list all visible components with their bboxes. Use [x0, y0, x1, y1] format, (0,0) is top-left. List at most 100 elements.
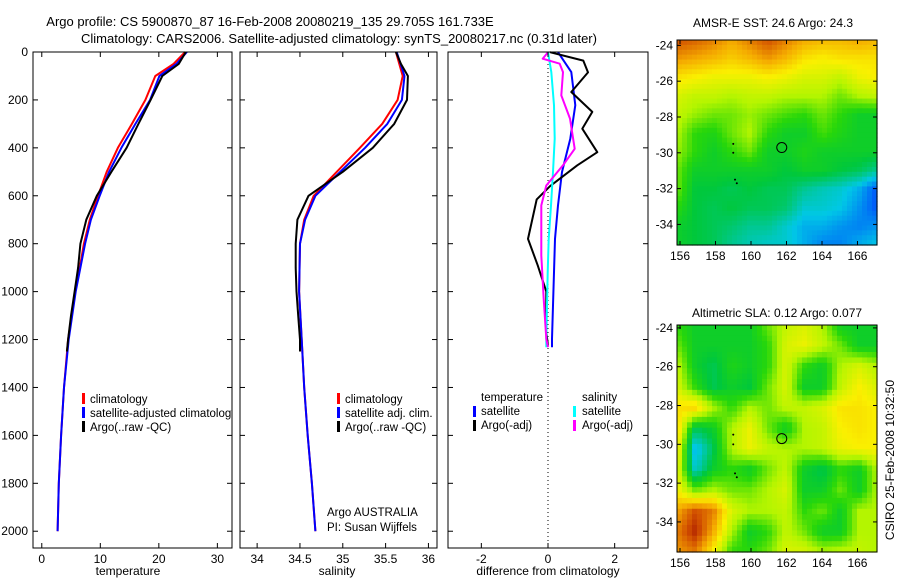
heatmap-cell [837, 406, 843, 413]
heatmap-cell [777, 411, 783, 418]
heatmap-cell [772, 433, 778, 440]
salinity-legend: climatology satellite adj. clim. Argo(..… [327, 393, 433, 534]
heatmap-cell [817, 530, 823, 537]
heatmap-cell [767, 88, 773, 95]
heatmap-cell [757, 438, 763, 445]
heatmap-cell [787, 44, 793, 51]
heatmap-cell [717, 88, 723, 95]
heatmap-cell [762, 400, 768, 407]
heatmap-cell [697, 240, 703, 246]
heatmap-cell [842, 335, 848, 342]
y-tick-label: 400 [8, 141, 28, 155]
heatmap-cell [772, 196, 778, 202]
heatmap-cell [717, 196, 723, 202]
heatmap-cell [862, 74, 868, 80]
heatmap-cell [777, 427, 783, 434]
y-tick-label: -30 [656, 437, 674, 451]
heatmap-cell [767, 443, 773, 450]
heatmap-cell [727, 64, 733, 70]
heatmap-cell [772, 519, 778, 526]
heatmap-cell [832, 406, 838, 413]
heatmap-cell [822, 368, 828, 375]
heatmap-cell [692, 487, 698, 494]
heatmap-cell [867, 519, 873, 526]
heatmap-cell [717, 395, 723, 402]
heatmap-cell [782, 88, 788, 95]
heatmap-cell [847, 389, 853, 396]
heatmap-cell [712, 132, 718, 139]
heatmap-cell [832, 395, 838, 402]
heatmap-cell [697, 142, 703, 148]
heatmap-cell [742, 438, 748, 445]
heatmap-cell [677, 487, 683, 494]
heatmap-cell [682, 422, 688, 429]
heatmap-cell [752, 416, 758, 423]
heatmap-cell [747, 98, 753, 105]
heatmap-cell [732, 476, 738, 483]
heatmap-cell [822, 176, 828, 183]
y-tick-label: -34 [656, 217, 674, 231]
heatmap-cell [797, 454, 803, 461]
heatmap-cell [722, 230, 728, 236]
heatmap-cell [857, 108, 863, 114]
heatmap-cell [852, 142, 858, 148]
heatmap-cell [707, 492, 713, 499]
heatmap-cell [837, 411, 843, 418]
heatmap-cell [817, 132, 823, 139]
heatmap-cell [822, 40, 828, 46]
heatmap-cell [722, 88, 728, 95]
heatmap-cell [797, 503, 803, 510]
heatmap-cell [852, 476, 858, 483]
heatmap-cell [857, 465, 863, 472]
heatmap-cell [727, 191, 733, 197]
heatmap-cell [782, 79, 788, 85]
heatmap-cell [762, 166, 768, 173]
heatmap-cell [807, 546, 813, 553]
heatmap-cell [692, 427, 698, 434]
heatmap-cell [807, 368, 813, 375]
heatmap-cell [822, 346, 828, 353]
heatmap-cell [757, 74, 763, 80]
heatmap-cell [847, 341, 853, 348]
heatmap-cell [872, 411, 878, 418]
heatmap-cell [777, 225, 783, 231]
heatmap-cell [737, 438, 743, 445]
heatmap-cell [837, 240, 843, 246]
heatmap-cell [762, 186, 768, 192]
heatmap-cell [857, 210, 863, 217]
heatmap-cell [762, 497, 768, 504]
heatmap-cell [792, 59, 798, 65]
track-point [734, 472, 737, 475]
heatmap-cell [697, 487, 703, 494]
heatmap-cell [692, 330, 698, 337]
heatmap-cell [727, 157, 733, 163]
heatmap-cell [837, 205, 843, 212]
heatmap-cell [812, 389, 818, 396]
heatmap-cell [867, 514, 873, 521]
heatmap-cell [747, 395, 753, 402]
heatmap-cell [797, 118, 803, 124]
heatmap-cell [787, 210, 793, 217]
heatmap-cell [727, 220, 733, 227]
heatmap-cell [727, 181, 733, 188]
heatmap-cell [832, 503, 838, 510]
heatmap-cell [787, 519, 793, 526]
heatmap-cell [702, 379, 708, 386]
heatmap-cell [817, 83, 823, 90]
heatmap-cell [687, 357, 693, 364]
heatmap-cell [777, 196, 783, 202]
heatmap-cell [762, 201, 768, 207]
heatmap-cell [737, 335, 743, 342]
heatmap-cell [852, 166, 858, 173]
heatmap-cell [792, 346, 798, 353]
heatmap-cell [732, 40, 738, 46]
heatmap-cell [832, 514, 838, 521]
heatmap-cell [862, 454, 868, 461]
heatmap-cell [677, 98, 683, 105]
heatmap-cell [802, 379, 808, 386]
heatmap-cell [802, 166, 808, 173]
heatmap-cell [777, 127, 783, 134]
heatmap-cell [677, 127, 683, 134]
heatmap-cell [732, 508, 738, 515]
heatmap-cell [812, 54, 818, 61]
